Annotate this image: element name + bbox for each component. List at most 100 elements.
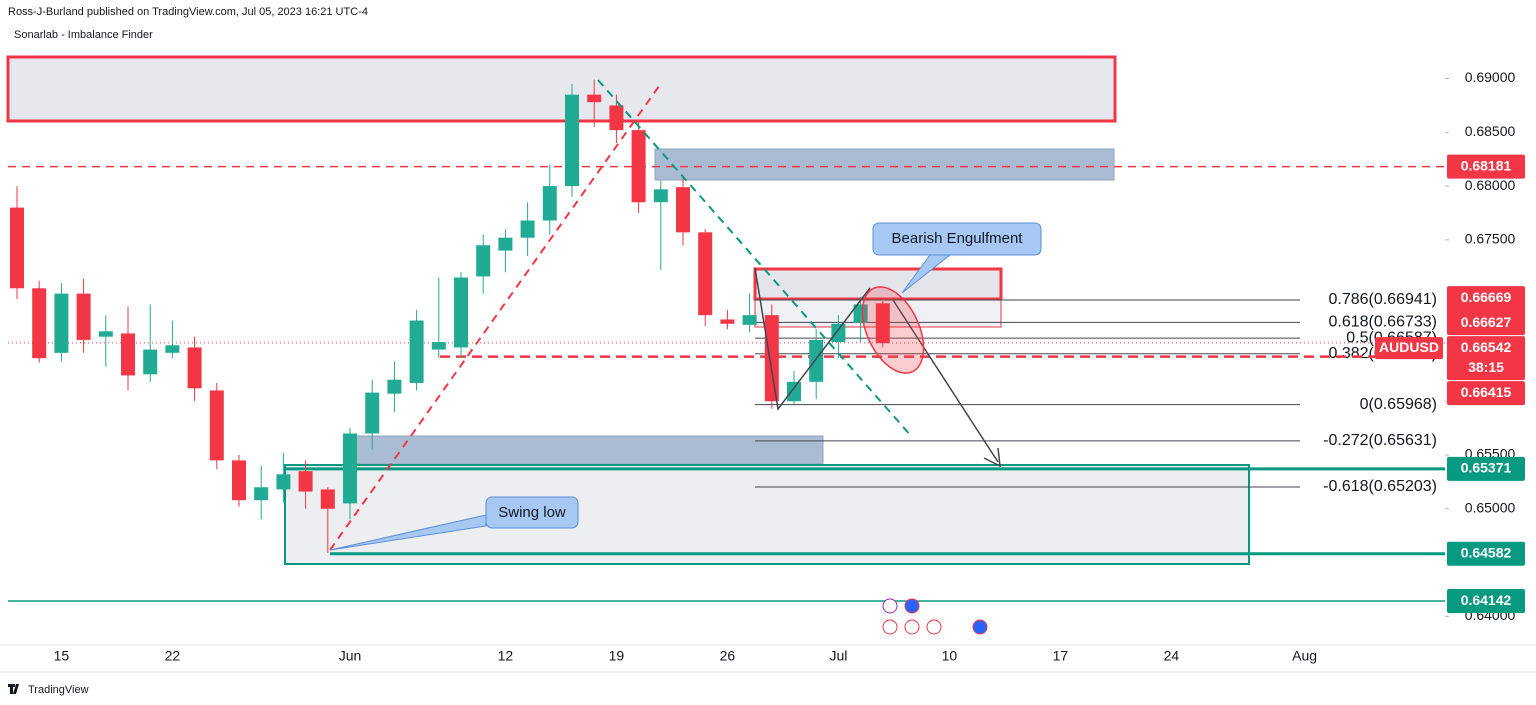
fib-label: -0.272(0.65631) — [1323, 432, 1437, 449]
fib-label: 0.786(0.66941) — [1328, 291, 1437, 308]
candle — [431, 277, 446, 359]
event-icon[interactable] — [882, 619, 898, 635]
candle-body — [653, 189, 668, 203]
y-tick-label: 0.67500 — [1465, 231, 1516, 247]
candle-body — [10, 207, 24, 289]
y-tick-label: 0.69000 — [1465, 69, 1516, 85]
candle-body — [520, 220, 535, 238]
candle-body — [809, 339, 824, 382]
candle — [121, 306, 135, 391]
x-tick-label: Aug — [1292, 648, 1317, 664]
price-label[interactable]: 0.64142 — [1447, 589, 1525, 614]
candle — [254, 465, 269, 520]
candle — [587, 79, 602, 127]
price-label-box — [1447, 311, 1525, 336]
candle — [542, 164, 557, 235]
fib-label: 0.618(0.66733) — [1328, 314, 1437, 331]
candle — [853, 296, 868, 343]
candle — [631, 121, 646, 213]
symbol-label: AUDUSD — [1379, 339, 1439, 355]
candle — [454, 272, 468, 359]
brand-text[interactable]: TradingView — [28, 684, 89, 696]
x-tick-label: 15 — [54, 648, 70, 664]
candle — [831, 315, 846, 359]
candle-body — [631, 130, 646, 203]
price-label-box — [1447, 456, 1525, 481]
candle-body — [387, 379, 402, 394]
candle-body — [587, 94, 602, 103]
candle — [698, 229, 713, 326]
price-label-text: 0.64142 — [1461, 592, 1512, 608]
candle — [387, 361, 402, 412]
candle — [520, 202, 535, 256]
price-label[interactable]: 0.66627 — [1447, 311, 1525, 336]
candle-body — [498, 237, 513, 251]
candle — [609, 94, 624, 144]
x-tick-label: 26 — [720, 648, 736, 664]
price-label-box — [1447, 154, 1525, 179]
price-label-text: 0.64582 — [1461, 544, 1512, 560]
candle-body — [831, 323, 846, 343]
brand-logo — [8, 684, 19, 694]
price-label[interactable]: 0.68181 — [1447, 154, 1525, 179]
candle — [320, 487, 335, 553]
x-tick-label: 19 — [609, 648, 625, 664]
candle-body — [720, 319, 735, 324]
candle-body — [254, 487, 269, 501]
candle — [476, 234, 491, 294]
price-label[interactable]: 0.66669 — [1447, 286, 1525, 311]
candle-body — [431, 342, 446, 350]
event-icon[interactable] — [972, 619, 988, 635]
candle-body — [875, 303, 890, 344]
fib-label: -0.618(0.65203) — [1323, 478, 1437, 495]
highlight-ellipse — [861, 286, 925, 374]
candle — [653, 180, 668, 270]
candle-body — [542, 186, 557, 221]
candle — [298, 460, 313, 509]
candle-body — [365, 392, 380, 434]
candle — [143, 304, 158, 382]
candle — [409, 309, 424, 391]
trend-line — [329, 81, 663, 551]
price-label[interactable]: 0.65371 — [1447, 456, 1525, 481]
candle-body — [320, 489, 335, 509]
price-label[interactable]: 0.64582 — [1447, 541, 1525, 566]
candle — [165, 320, 180, 359]
candle — [276, 452, 291, 503]
candle — [32, 280, 47, 363]
price-label-text: 0.68181 — [1461, 157, 1512, 173]
candle — [809, 329, 824, 400]
price-label[interactable]: 0.66542 38:15 AUDUSD — [1375, 336, 1525, 381]
candle — [98, 315, 113, 367]
fib-label: 0(0.65968) — [1360, 396, 1437, 413]
candle — [720, 309, 735, 330]
candle-body — [409, 320, 424, 383]
candle-body — [853, 304, 868, 323]
candle-body — [276, 474, 291, 490]
price-label-text: 0.66542 — [1461, 339, 1512, 355]
imbalance-zone — [654, 148, 1115, 181]
candle — [565, 83, 579, 197]
price-label[interactable]: 0.66415 — [1447, 381, 1525, 406]
candle-body — [764, 315, 779, 402]
price-label-box — [1447, 541, 1525, 566]
event-icon[interactable] — [882, 598, 898, 614]
event-icon[interactable] — [904, 619, 920, 635]
indicator-name[interactable]: Sonarlab - Imbalance Finder — [14, 29, 153, 41]
callout-box — [872, 222, 1042, 256]
event-icon[interactable] — [926, 619, 942, 635]
candle-body — [143, 349, 158, 375]
candle — [54, 282, 69, 362]
price-label-box — [1447, 381, 1525, 406]
candle-body — [165, 345, 180, 353]
candle — [232, 454, 246, 507]
candle-body — [32, 288, 47, 359]
x-tick-label: Jul — [829, 648, 847, 664]
event-icon[interactable] — [904, 598, 920, 614]
resistance-zone — [753, 267, 1003, 301]
imbalance-zone — [344, 435, 824, 465]
demand-zone — [284, 464, 1250, 565]
swing-lines — [754, 267, 871, 411]
